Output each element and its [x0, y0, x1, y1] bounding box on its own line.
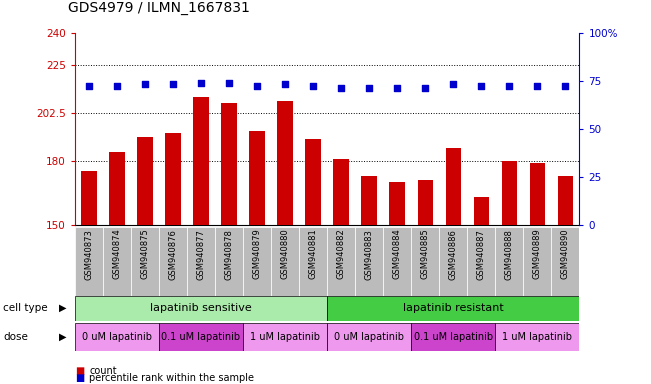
Text: dose: dose [3, 332, 28, 342]
Bar [221, 103, 237, 225]
Text: lapatinib resistant: lapatinib resistant [403, 303, 504, 313]
Bar [417, 180, 433, 225]
Bar [165, 133, 181, 225]
Point [476, 83, 486, 89]
Text: 1 uM lapatinib: 1 uM lapatinib [250, 332, 320, 342]
Text: GSM940883: GSM940883 [365, 228, 374, 280]
Bar [361, 175, 377, 225]
Bar [81, 171, 96, 225]
Bar [75, 227, 103, 296]
Bar [411, 323, 495, 351]
Bar [131, 227, 159, 296]
Text: 1 uM lapatinib: 1 uM lapatinib [503, 332, 572, 342]
Bar [75, 323, 159, 351]
Text: ▶: ▶ [59, 332, 66, 342]
Point [532, 83, 542, 89]
Bar [327, 227, 355, 296]
Point [392, 85, 402, 91]
Bar [389, 182, 405, 225]
Bar [495, 323, 579, 351]
Bar [411, 227, 439, 296]
Text: 0.1 uM lapatinib: 0.1 uM lapatinib [161, 332, 241, 342]
Text: ■: ■ [75, 373, 84, 383]
Text: GSM940885: GSM940885 [421, 228, 430, 280]
Text: GSM940876: GSM940876 [169, 228, 178, 280]
Bar [243, 227, 271, 296]
Text: GSM940884: GSM940884 [393, 228, 402, 280]
Text: GSM940890: GSM940890 [561, 228, 570, 279]
Bar [305, 139, 321, 225]
Bar [467, 227, 495, 296]
Bar [439, 227, 467, 296]
Bar [495, 227, 523, 296]
Text: GSM940877: GSM940877 [197, 228, 206, 280]
Text: GSM940887: GSM940887 [477, 228, 486, 280]
Bar [551, 227, 579, 296]
Point [168, 81, 178, 88]
Bar [333, 159, 349, 225]
Text: count: count [89, 366, 117, 376]
Point [560, 83, 570, 89]
Bar [243, 323, 327, 351]
Bar [103, 227, 131, 296]
Bar [193, 97, 209, 225]
Text: ▶: ▶ [59, 303, 66, 313]
Text: GSM940878: GSM940878 [225, 228, 234, 280]
Text: GSM940879: GSM940879 [253, 228, 262, 280]
Text: GSM940886: GSM940886 [449, 228, 458, 280]
Text: GSM940873: GSM940873 [85, 228, 93, 280]
Point [420, 85, 430, 91]
Point [196, 79, 206, 86]
Bar [473, 197, 489, 225]
Text: ■: ■ [75, 366, 84, 376]
Bar [109, 152, 124, 225]
Bar [523, 227, 551, 296]
Point [112, 83, 122, 89]
Text: percentile rank within the sample: percentile rank within the sample [89, 373, 254, 383]
Bar [383, 227, 411, 296]
Bar [215, 227, 243, 296]
Text: GSM940889: GSM940889 [533, 228, 542, 280]
Text: GSM940875: GSM940875 [141, 228, 150, 280]
Point [336, 85, 346, 91]
Point [140, 81, 150, 88]
Text: GSM940881: GSM940881 [309, 228, 318, 280]
Bar [137, 137, 152, 225]
Bar [502, 161, 517, 225]
Bar [327, 323, 411, 351]
Point [280, 81, 290, 88]
Point [448, 81, 458, 88]
Bar [249, 131, 265, 225]
Point [224, 79, 234, 86]
Text: lapatinib sensitive: lapatinib sensitive [150, 303, 252, 313]
Bar [271, 227, 299, 296]
Bar [159, 323, 243, 351]
Text: GSM940888: GSM940888 [505, 228, 514, 280]
Text: GSM940874: GSM940874 [113, 228, 121, 280]
Point [308, 83, 318, 89]
Bar [159, 227, 187, 296]
Bar [355, 227, 383, 296]
Bar [277, 101, 293, 225]
Bar [558, 175, 573, 225]
Bar [75, 296, 327, 321]
Text: 0.1 uM lapatinib: 0.1 uM lapatinib [413, 332, 493, 342]
Point [504, 83, 514, 89]
Bar [187, 227, 215, 296]
Text: GDS4979 / ILMN_1667831: GDS4979 / ILMN_1667831 [68, 2, 250, 15]
Text: GSM940880: GSM940880 [281, 228, 290, 280]
Point [252, 83, 262, 89]
Bar [530, 163, 545, 225]
Bar [327, 296, 579, 321]
Text: cell type: cell type [3, 303, 48, 313]
Text: 0 uM lapatinib: 0 uM lapatinib [334, 332, 404, 342]
Text: GSM940882: GSM940882 [337, 228, 346, 280]
Text: 0 uM lapatinib: 0 uM lapatinib [82, 332, 152, 342]
Bar [299, 227, 327, 296]
Point [364, 85, 374, 91]
Point [84, 83, 94, 89]
Bar [445, 148, 461, 225]
